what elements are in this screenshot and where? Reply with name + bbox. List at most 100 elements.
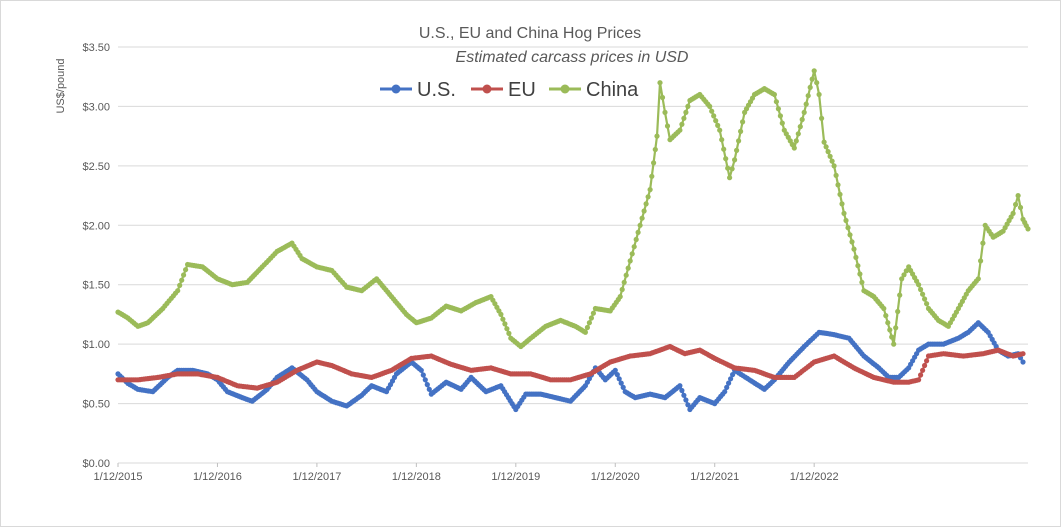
data-point-china bbox=[801, 109, 807, 115]
data-point-china bbox=[809, 76, 815, 82]
data-point-china bbox=[889, 334, 895, 340]
data-point-china bbox=[183, 267, 189, 273]
data-point-china bbox=[816, 91, 822, 98]
data-point-us bbox=[724, 384, 730, 390]
data-point-china bbox=[651, 160, 657, 166]
data-point-china bbox=[637, 222, 643, 228]
data-point-china bbox=[647, 187, 653, 193]
y-tick-label: $2.00 bbox=[82, 220, 110, 232]
data-point-us bbox=[616, 376, 622, 382]
data-point-china bbox=[797, 124, 803, 130]
data-point-china bbox=[685, 103, 691, 109]
data-point-china bbox=[643, 201, 649, 207]
data-point-china bbox=[829, 158, 835, 164]
data-point-china bbox=[623, 272, 629, 278]
data-point-eu bbox=[920, 367, 926, 373]
data-point-china bbox=[659, 94, 666, 101]
y-tick-label: $2.50 bbox=[82, 161, 110, 173]
data-point-china bbox=[654, 133, 660, 139]
data-point-china bbox=[723, 156, 729, 162]
x-tick-label: 1/12/2022 bbox=[790, 471, 839, 483]
data-point-china bbox=[681, 115, 687, 121]
data-point-us bbox=[418, 367, 424, 373]
legend-label: China bbox=[586, 79, 639, 101]
data-point-china bbox=[849, 239, 855, 245]
y-tick-label: $0.50 bbox=[82, 399, 110, 411]
data-point-china bbox=[590, 310, 597, 316]
data-point-china bbox=[727, 175, 733, 181]
data-point-china bbox=[657, 80, 663, 86]
x-tick-label: 1/12/2017 bbox=[292, 471, 341, 483]
data-point-us bbox=[677, 383, 683, 389]
y-tick-label: $3.00 bbox=[82, 101, 110, 113]
data-point-china bbox=[175, 288, 181, 294]
data-point-china bbox=[795, 131, 801, 137]
data-point-china bbox=[883, 313, 889, 319]
data-point-china bbox=[793, 138, 799, 144]
data-point-china bbox=[721, 146, 727, 152]
y-axis-ticks: $0.00 $0.50 $1.00 $1.50 $2.00 $2.50 $3.00 $3.50 bbox=[82, 42, 110, 470]
data-point-china bbox=[652, 146, 658, 153]
data-point-china bbox=[582, 329, 589, 335]
data-point-us bbox=[728, 376, 734, 382]
data-point-china bbox=[851, 246, 857, 252]
data-point-china bbox=[885, 320, 891, 326]
data-point-us bbox=[426, 386, 432, 392]
data-point-us bbox=[618, 380, 624, 386]
data-point-china bbox=[177, 282, 183, 288]
data-point-china bbox=[734, 147, 740, 153]
data-point-china bbox=[771, 91, 778, 98]
y-tick-label: $1.00 bbox=[82, 339, 110, 351]
data-point-china bbox=[715, 122, 721, 128]
data-point-china bbox=[584, 324, 591, 331]
data-point-eu bbox=[924, 358, 930, 364]
data-point-china bbox=[1013, 201, 1019, 208]
x-tick-label: 1/12/2015 bbox=[94, 471, 143, 483]
data-point-china bbox=[918, 286, 924, 293]
x-tick-label: 1/12/2018 bbox=[392, 471, 441, 483]
data-point-china bbox=[619, 286, 625, 293]
data-point-china bbox=[855, 263, 861, 269]
data-point-china bbox=[835, 182, 841, 188]
data-point-us bbox=[614, 372, 620, 378]
y-tick-label: $0.00 bbox=[82, 458, 110, 470]
data-point-china bbox=[779, 120, 785, 126]
data-point-china bbox=[775, 106, 782, 112]
data-point-china bbox=[506, 330, 512, 336]
data-point-china bbox=[662, 109, 668, 115]
data-point-china bbox=[709, 108, 715, 114]
x-tick-label: 1/12/2021 bbox=[690, 471, 739, 483]
y-tick-label: $1.50 bbox=[82, 280, 110, 292]
data-point-us bbox=[1020, 359, 1026, 365]
data-point-china bbox=[791, 145, 797, 151]
data-point-china bbox=[502, 321, 508, 327]
data-point-china bbox=[631, 244, 637, 250]
legend-swatch-marker bbox=[482, 84, 492, 94]
gridlines bbox=[118, 46, 1028, 464]
data-point-china bbox=[980, 240, 986, 246]
data-point-china bbox=[629, 251, 635, 257]
data-point-china bbox=[740, 119, 746, 125]
x-tick-label: 1/12/2016 bbox=[193, 471, 242, 483]
data-point-china bbox=[837, 191, 843, 197]
data-point-china bbox=[777, 113, 784, 119]
data-point-china bbox=[891, 341, 897, 347]
data-point-us bbox=[679, 387, 685, 394]
data-point-china bbox=[857, 271, 863, 277]
data-point-china bbox=[725, 165, 731, 171]
data-point-eu bbox=[916, 377, 922, 383]
data-point-china bbox=[1015, 193, 1021, 199]
data-point-china bbox=[504, 326, 510, 332]
data-point-china bbox=[821, 139, 827, 145]
data-point-china bbox=[738, 128, 744, 134]
data-point-china bbox=[807, 84, 813, 90]
x-tick-label: 1/12/2020 bbox=[591, 471, 640, 483]
data-point-china bbox=[1017, 204, 1024, 211]
data-point-china bbox=[732, 157, 738, 163]
data-point-china bbox=[713, 118, 719, 124]
data-point-china bbox=[773, 99, 780, 105]
data-point-china bbox=[819, 115, 825, 121]
series-line-china bbox=[117, 69, 1029, 348]
data-point-china bbox=[811, 68, 817, 74]
